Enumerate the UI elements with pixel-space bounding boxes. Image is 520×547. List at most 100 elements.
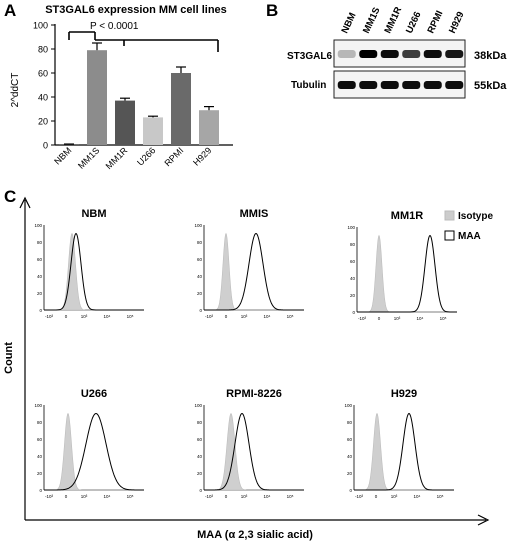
- histogram-x-tick: 0: [225, 314, 228, 319]
- panel-b-blot: NBM MM1S MM1R U266 RPMI H929 ST3GAL6 Tubulin …: [287, 5, 507, 99]
- histogram-y-tick: 80: [197, 240, 203, 245]
- bar-rpmi: [171, 73, 191, 145]
- histogram-y-tick: 60: [197, 257, 203, 262]
- histogram-x-tick: 0: [225, 494, 228, 499]
- maa-curve: [44, 412, 144, 491]
- y-tick-label: 0: [43, 141, 48, 151]
- histogram-y-tick: 60: [37, 437, 43, 442]
- maa-curve: [354, 412, 454, 491]
- histogram-x-tick: 0: [65, 314, 68, 319]
- histogram-y-tick: 40: [350, 276, 356, 281]
- histogram-x-tick: 10⁵: [437, 494, 444, 499]
- maa-curve: [357, 234, 457, 313]
- y-tick-label: 20: [38, 117, 48, 127]
- band-tubulin: [359, 81, 378, 89]
- histogram-y-tick: 60: [197, 437, 203, 442]
- panel-b-letter: B: [266, 1, 278, 20]
- histogram-x-tick: -10³: [45, 314, 54, 319]
- histogram-y-tick: 100: [344, 403, 352, 408]
- band-st3gal6: [402, 50, 421, 58]
- histogram-x-tick: 0: [375, 494, 378, 499]
- maa-curve: [204, 232, 304, 311]
- bar-nbm: [59, 144, 79, 145]
- histogram-x-tick: 0: [65, 494, 68, 499]
- maa-axis-label: MAA (α 2,3 sialic acid): [197, 529, 313, 541]
- y-ticks: 0 20 40 60 80 100: [33, 21, 55, 151]
- histogram-x-tick: 0: [378, 316, 381, 321]
- maa-curve: [204, 412, 304, 491]
- histogram-x-tick: 10³: [81, 494, 88, 499]
- bar-h929: [199, 110, 219, 145]
- histogram-x-tick: 10⁵: [440, 316, 447, 321]
- significance-bracket: [68, 31, 219, 52]
- lane-label-nbm: NBM: [339, 11, 358, 35]
- legend-isotype-label: Isotype: [458, 211, 493, 222]
- blot-row-label-st3gal6: ST3GAL6: [287, 51, 332, 62]
- legend: Isotype MAA: [444, 210, 493, 242]
- histogram-x-tick: -10³: [205, 494, 214, 499]
- histogram-y-tick: 20: [37, 291, 43, 296]
- isotype-curve: [204, 413, 304, 491]
- histogram-y-tick: 80: [37, 420, 43, 425]
- histogram-x-tick: 10³: [241, 314, 248, 319]
- legend-maa-label: MAA: [458, 231, 481, 242]
- histogram-y-tick: 40: [197, 454, 203, 459]
- histogram-x-tick: -10³: [358, 316, 367, 321]
- histogram-y-tick: 100: [34, 223, 42, 228]
- histogram-title: NBM: [81, 208, 106, 220]
- histogram-title: MMIS: [240, 208, 269, 220]
- maa-axis-arrow: [477, 514, 490, 526]
- isotype-curve: [44, 232, 144, 311]
- blot-row-label-tubulin: Tubulin: [291, 80, 326, 91]
- histogram-y-tick: 0: [39, 488, 42, 493]
- histogram-y-tick: 100: [194, 223, 202, 228]
- histogram-x-tick: 10⁴: [104, 314, 111, 319]
- x-tick-label: RPMI: [162, 145, 185, 168]
- lane-label-u266: U266: [404, 10, 424, 35]
- histogram-y-tick: 40: [197, 274, 203, 279]
- band-tubulin: [445, 81, 464, 89]
- x-tick-label: H929: [191, 145, 213, 167]
- legend-maa-swatch: [444, 230, 455, 241]
- y-tick-label: 40: [38, 93, 48, 103]
- panel-a-chart: ST3GAL6 expression MM cell lines 2^ddCT …: [10, 4, 233, 171]
- histogram-x-tick: 10⁵: [287, 314, 294, 319]
- histogram-y-tick: 20: [37, 471, 43, 476]
- histogram-y-tick: 40: [37, 454, 43, 459]
- blot-size-55kda: 55kDa: [474, 80, 507, 92]
- count-axis-label: Count: [3, 342, 15, 374]
- chart-title: ST3GAL6 expression MM cell lines: [45, 4, 227, 16]
- x-tick-label: MM1S: [76, 145, 101, 170]
- histogram-y-tick: 80: [350, 242, 356, 247]
- band-st3gal6: [445, 50, 464, 58]
- bar-mm1s: [87, 50, 107, 146]
- histogram-x-tick: -10³: [205, 314, 214, 319]
- histogram-x-tick: 10⁵: [127, 314, 134, 319]
- panel-a-letter: A: [4, 1, 16, 20]
- histogram-x-tick: 10⁵: [127, 494, 134, 499]
- blot-bands: [337, 50, 464, 89]
- band-st3gal6: [359, 50, 378, 58]
- count-axis-arrow: [19, 196, 31, 209]
- lane-label-h929: H929: [447, 10, 467, 35]
- bar-u266: [143, 117, 163, 145]
- maa-curve: [44, 232, 144, 311]
- histogram-x-tick: 10⁴: [264, 314, 271, 319]
- histogram-y-tick: 0: [199, 488, 202, 493]
- histogram-y-tick: 80: [347, 420, 353, 425]
- histogram-y-tick: 0: [352, 310, 355, 315]
- histogram-x-tick: 10³: [241, 494, 248, 499]
- histogram-title: MM1R: [391, 210, 423, 222]
- lane-label-mm1r: MM1R: [382, 5, 404, 35]
- x-ticks: NBM MM1S MM1R U266 RPMI H929: [52, 145, 213, 171]
- histogram-y-tick: 100: [347, 225, 355, 230]
- blot-membrane-tubulin: [333, 70, 466, 99]
- histogram-y-tick: 0: [349, 488, 352, 493]
- band-st3gal6: [380, 50, 399, 58]
- histogram-y-tick: 0: [199, 308, 202, 313]
- band-tubulin: [423, 81, 442, 89]
- isotype-curve: [44, 412, 144, 491]
- histogram-x-tick: 10³: [81, 314, 88, 319]
